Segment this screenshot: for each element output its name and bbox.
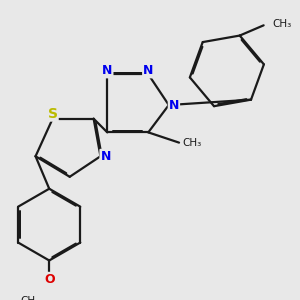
Text: S: S [48,106,58,121]
Text: CH₃: CH₃ [21,296,40,300]
Text: N: N [102,64,112,77]
Text: CH₃: CH₃ [182,138,202,148]
Text: O: O [44,273,55,286]
Text: N: N [100,150,111,163]
Text: N: N [169,98,179,112]
Text: N: N [143,64,154,77]
Text: CH₃: CH₃ [272,19,291,28]
